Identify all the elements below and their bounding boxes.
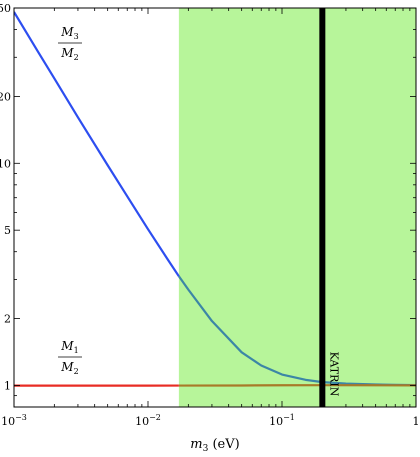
y-tick-label: 50: [0, 2, 11, 15]
x-tick-label: 10−1: [269, 413, 295, 428]
shade-layer: [178, 8, 416, 407]
y-tick-label: 20: [0, 90, 11, 103]
series-line-m3-over-m2: [14, 11, 180, 277]
series-label-denominator: M2: [60, 360, 78, 376]
vline-layer: KATRIN: [319, 8, 340, 407]
y-tick-label: 1: [4, 379, 11, 392]
frame-layer: [13, 7, 417, 408]
y-tick-label: 5: [4, 224, 11, 237]
x-tick-label: 10−3: [1, 413, 27, 428]
katrin-label: KATRIN: [327, 352, 340, 397]
series-label-denominator: M2: [60, 46, 78, 62]
series-label-numerator: M1: [60, 339, 78, 355]
plot-frame: [13, 7, 417, 408]
x-axis-label: m3 (eV): [190, 437, 239, 454]
x-tick-label: 10−2: [135, 413, 161, 428]
y-tick-label: 10: [0, 157, 11, 170]
series-layer: [14, 11, 416, 387]
x-tick-label: 1: [413, 415, 420, 428]
y-tick-label: 2: [4, 313, 11, 326]
series-label-numerator: M3: [60, 25, 78, 41]
tick-layer: [13, 7, 417, 408]
shaded-region: [178, 8, 416, 407]
